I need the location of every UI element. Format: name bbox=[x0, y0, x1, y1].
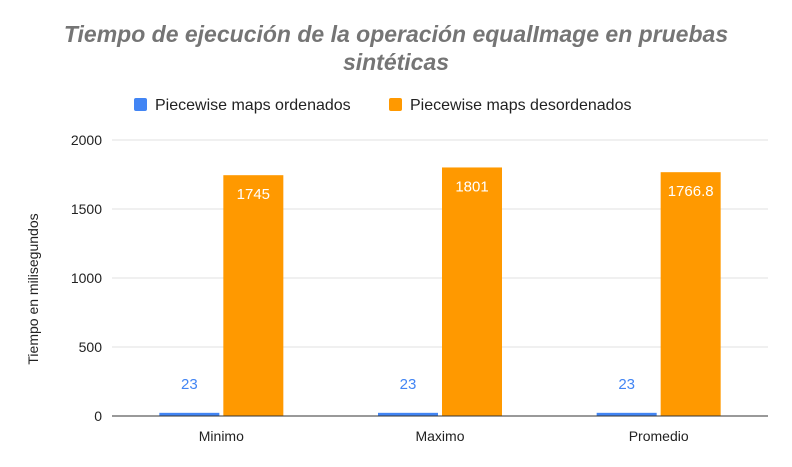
y-tick-label: 2000 bbox=[71, 132, 102, 148]
bar-series-1-0 bbox=[159, 412, 220, 416]
legend-label-series-2: Piecewise maps desordenados bbox=[410, 97, 631, 114]
x-tick-label: Maximo bbox=[415, 428, 464, 444]
data-label-series-2: 1766.8 bbox=[668, 183, 714, 200]
data-label-series-2: 1745 bbox=[237, 186, 270, 203]
data-label-series-2: 1801 bbox=[455, 178, 488, 195]
x-axis-ticks: Minimo Maximo Promedio bbox=[199, 428, 689, 444]
x-tick-label: Promedio bbox=[629, 428, 689, 444]
bars bbox=[159, 167, 721, 416]
bar-series-1-1 bbox=[378, 412, 438, 416]
chart-title: Tiempo de ejecución de la operación equa… bbox=[64, 21, 728, 75]
chart-title-line-2: sintéticas bbox=[343, 49, 449, 75]
bar-series-1-2 bbox=[596, 412, 657, 416]
y-tick-label: 1500 bbox=[71, 201, 102, 217]
gridlines bbox=[112, 139, 768, 348]
bar-series-2-0 bbox=[223, 175, 284, 416]
bar-series-2-2 bbox=[660, 172, 721, 416]
chart-title-line-1: Tiempo de ejecución de la operación equa… bbox=[64, 21, 728, 47]
y-axis-title: Tiempo en milisegundos bbox=[25, 213, 41, 364]
x-tick-label: Minimo bbox=[199, 428, 244, 444]
data-label-series-1: 23 bbox=[181, 376, 198, 393]
bar-series-2-1 bbox=[442, 167, 502, 416]
data-label-series-1: 23 bbox=[618, 376, 635, 393]
data-labels: 23 1745 23 1801 23 1766.8 bbox=[181, 178, 714, 392]
legend: Piecewise maps ordenados Piecewise maps … bbox=[134, 97, 631, 114]
legend-label-series-1: Piecewise maps ordenados bbox=[155, 97, 351, 114]
y-tick-label: 1000 bbox=[71, 270, 102, 286]
legend-swatch-series-2 bbox=[389, 98, 402, 111]
data-label-series-1: 23 bbox=[400, 376, 417, 393]
y-axis-ticks: 0 500 1000 1500 2000 bbox=[71, 132, 102, 424]
y-tick-label: 500 bbox=[79, 339, 103, 355]
y-tick-label: 0 bbox=[94, 408, 102, 424]
legend-swatch-series-1 bbox=[134, 98, 147, 111]
